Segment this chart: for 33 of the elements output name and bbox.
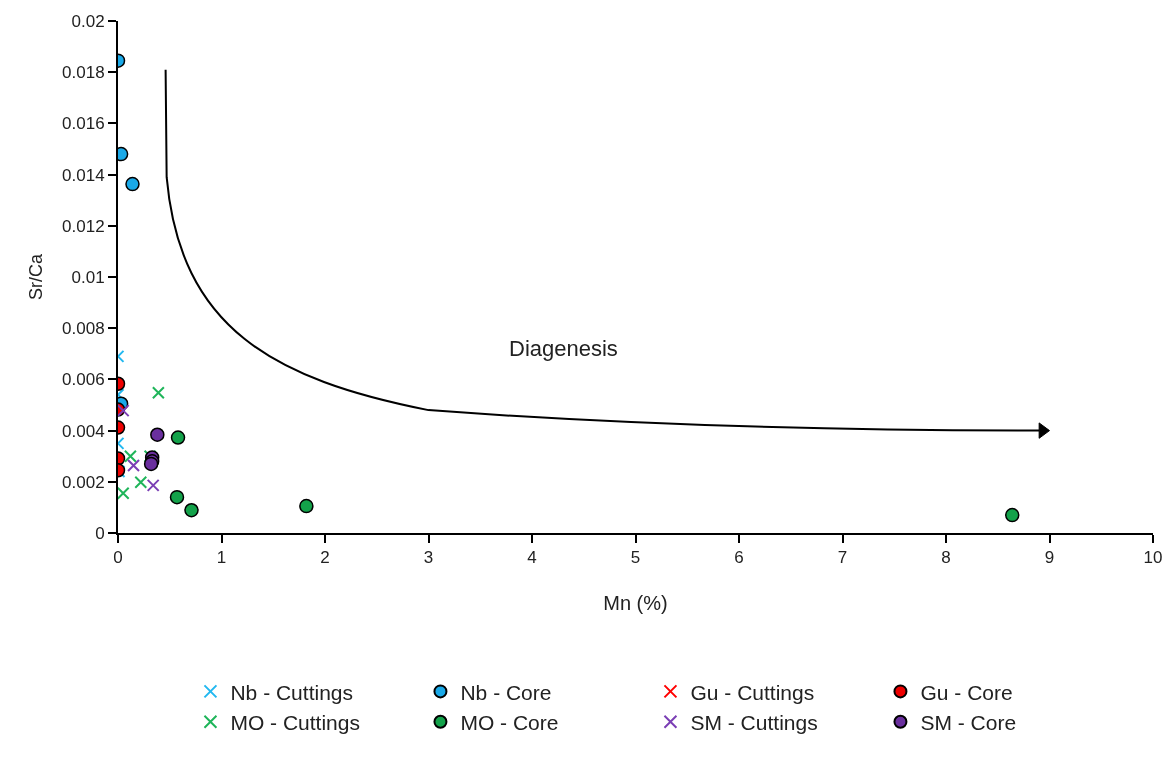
x-tick-label: 6 <box>734 548 744 568</box>
y-axis-title: Sr/Ca <box>25 253 46 301</box>
x-axis-title: Mn (%) <box>603 592 668 615</box>
x-tick-label: 2 <box>320 548 330 568</box>
y-tick-label: 0.008 <box>62 319 105 339</box>
x-tick-label: 7 <box>837 548 848 568</box>
legend-label: Nb - Cuttings <box>230 680 353 704</box>
legend-label: Gu - Core <box>920 680 1013 704</box>
x-tick-label: 3 <box>423 548 434 568</box>
legend-label: MO - Core <box>460 710 559 734</box>
y-tick-label: 0.004 <box>62 421 105 441</box>
legend-label: SM - Core <box>920 710 1017 734</box>
x-tick-label: 9 <box>1044 548 1055 568</box>
x-tick-label: 5 <box>630 548 641 568</box>
y-tick-label: 0.02 <box>71 11 105 31</box>
y-tick-label: 0.002 <box>62 472 105 492</box>
y-tick-label: 0.014 <box>62 165 105 185</box>
x-tick-label: 0 <box>113 548 123 568</box>
y-tick-label: 0 <box>95 523 105 543</box>
y-tick-label: 0.01 <box>71 267 105 287</box>
legend-label: Nb - Core <box>460 680 552 704</box>
y-tick-label: 0.012 <box>62 216 105 236</box>
y-tick-label: 0.016 <box>62 114 105 134</box>
y-tick-label: 0.018 <box>62 63 105 83</box>
legend-label: MO - Cuttings <box>230 710 360 734</box>
x-tick-label: 8 <box>941 548 951 568</box>
legend-label: Gu - Cuttings <box>690 680 815 704</box>
x-tick-label: 10 <box>1143 548 1163 568</box>
annotation: Diagenesis <box>509 336 618 361</box>
x-tick-label: 4 <box>527 548 537 568</box>
y-tick-label: 0.006 <box>62 370 105 390</box>
legend-label: SM - Cuttings <box>690 710 818 734</box>
x-tick-label: 1 <box>216 548 227 568</box>
